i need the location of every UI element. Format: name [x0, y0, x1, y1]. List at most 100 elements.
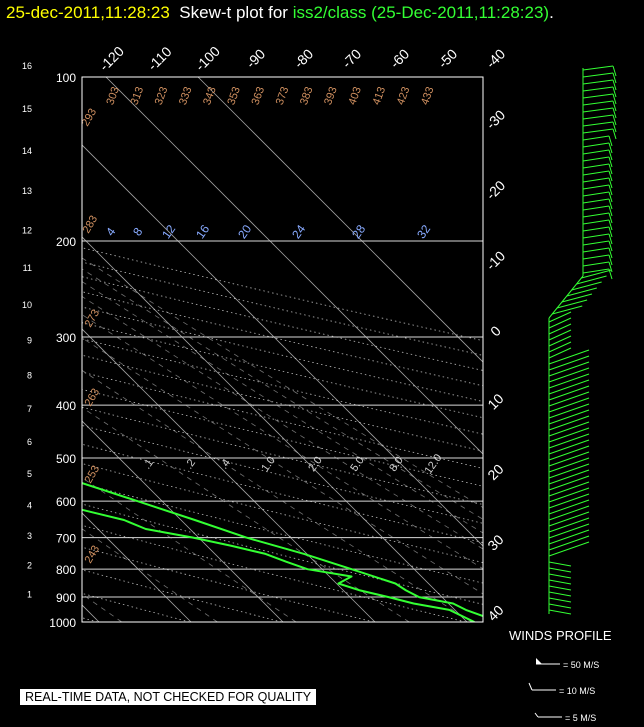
wind-barb — [548, 499, 590, 515]
wind-barb — [548, 505, 590, 521]
wind-barb-flag — [608, 156, 613, 168]
dry-adiabat-line — [82, 371, 483, 469]
wind-barb — [582, 191, 610, 197]
wind-barb — [582, 219, 610, 225]
dry-adiabat-label: 293 — [80, 107, 100, 129]
height-tick-label: 2 — [27, 561, 32, 571]
wind-barb — [548, 603, 572, 609]
wind-barb — [548, 397, 590, 413]
wind-barb — [582, 72, 614, 78]
dry-adiabat-label: 353 — [225, 85, 243, 106]
isotherm-line — [197, 77, 483, 363]
height-tick-label: 16 — [22, 61, 32, 71]
wind-barb — [548, 529, 590, 545]
top-temperature-label: -120 — [96, 43, 127, 74]
pressure-tick-label: 300 — [56, 331, 76, 345]
isotherm-line — [0, 77, 7, 622]
dry-adiabat-line — [82, 617, 98, 622]
wind-barb — [552, 305, 583, 315]
wind-barb — [582, 233, 610, 239]
pressure-tick-label: 600 — [56, 495, 76, 509]
wind-barb-flag — [608, 149, 613, 161]
wind-barb-flag — [612, 72, 617, 84]
dry-adiabat-line — [82, 291, 483, 387]
wind-barb-flag — [608, 198, 613, 210]
dry-adiabat-label: 363 — [250, 85, 268, 106]
wind-barb — [582, 93, 614, 99]
wind-barb — [548, 573, 572, 579]
mixing-ratio-label: .4 — [218, 457, 233, 471]
wind-barb — [561, 293, 593, 303]
dry-adiabat-line — [82, 306, 483, 402]
mixing-ratio-line — [82, 406, 410, 622]
wind-profile-title: WINDS PROFILE — [509, 628, 612, 643]
dry-adiabat-label: 313 — [129, 85, 147, 106]
dry-adiabat-line — [82, 406, 483, 505]
wind-barb — [548, 385, 590, 401]
dry-adiabat-line — [82, 503, 483, 605]
mixing-ratio-label: 12.0 — [422, 452, 444, 476]
height-tick-label: 5 — [27, 469, 32, 479]
wind-barb — [582, 107, 614, 113]
pressure-tick-label: 700 — [56, 532, 76, 546]
height-tick-label: 1 — [27, 590, 32, 600]
wind-barb-flag — [608, 219, 613, 231]
title-station: iss2/class (25-Dec-2011,11:28:23) — [292, 3, 550, 22]
wind-barb — [582, 114, 614, 120]
height-tick-label: 10 — [22, 300, 32, 310]
dry-adiabat-line — [82, 338, 483, 435]
wind-barb-flag — [608, 184, 613, 196]
pressure-tick-label: 200 — [56, 235, 76, 249]
isotherm-line — [82, 236, 468, 622]
wind-barb-flag — [612, 107, 617, 119]
isotherm-line — [82, 604, 100, 622]
wind-barb-flag — [612, 114, 617, 126]
wind-barb — [582, 205, 610, 211]
isotherm-line — [105, 77, 483, 455]
wind-barb — [548, 421, 590, 437]
wind-barb — [582, 226, 610, 232]
wind-barb — [548, 329, 572, 341]
wind-barb-flag — [608, 233, 613, 245]
mixing-ratio-line — [82, 257, 483, 509]
right-temperature-label: -10 — [483, 248, 509, 274]
isotherm-line — [82, 420, 284, 622]
wind-barb — [548, 511, 590, 527]
wind-barb-flag — [608, 261, 613, 273]
wind-barb — [548, 609, 572, 615]
pressure-tick-label: 800 — [56, 563, 76, 577]
wind-barb — [582, 163, 610, 169]
height-tick-label: 7 — [27, 404, 32, 414]
wind-barb — [548, 335, 572, 347]
pressure-tick-label: 400 — [56, 399, 76, 413]
isotherm-line — [82, 328, 376, 622]
top-temperature-label: -70 — [339, 46, 365, 72]
wind-legend-label: = 10 M/S — [559, 686, 595, 696]
wind-barb — [548, 427, 590, 443]
mixing-ratio-line — [82, 337, 483, 595]
height-tick-label: 9 — [27, 336, 32, 346]
dry-adiabat-label: 423 — [395, 85, 413, 106]
wind-barb-flag — [612, 121, 617, 133]
dry-adiabat-label: 343 — [201, 85, 219, 106]
wind-barb — [548, 567, 572, 573]
wind-barb — [548, 457, 590, 473]
wind-profile-layer — [548, 65, 617, 615]
wind-barb — [548, 487, 590, 503]
wind-barb-flag — [608, 191, 613, 203]
title-period: . — [549, 3, 554, 22]
wind-barb — [548, 341, 572, 353]
wind-barb — [548, 523, 590, 539]
dry-adiabat-line — [82, 425, 483, 524]
wind-barb — [582, 156, 610, 162]
top-temperature-label: -50 — [435, 46, 461, 72]
wind-barb-flag — [608, 247, 613, 259]
height-tick-label: 11 — [23, 263, 32, 273]
wind-barb — [548, 323, 572, 335]
wind-barb — [548, 591, 572, 597]
wind-barb — [582, 254, 610, 260]
wind-barb — [548, 317, 572, 329]
wind-barb — [548, 311, 572, 323]
wind-barb — [582, 135, 610, 141]
grid-layer — [0, 77, 483, 622]
